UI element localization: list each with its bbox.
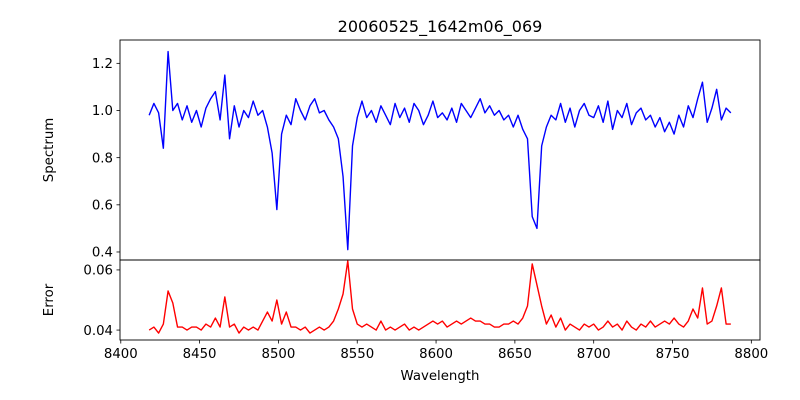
error-axes-frame [119, 259, 761, 341]
spectrum-panel: 0.4 0.6 0.8 1.0 1.2 [92, 39, 761, 261]
spectrum-y-tick-label: 0.8 [92, 151, 113, 166]
spectrum-y-tick-label: 1.0 [92, 104, 113, 119]
spectrum-y-tick-label: 1.2 [92, 57, 113, 72]
spectrum-line [148, 50, 732, 251]
error-panel: 0.04 0.06 8400 8450 8500 8550 8600 8650 8700 8750… [83, 259, 768, 362]
y-axis-label-spectrum: Spectrum [42, 118, 57, 182]
x-tick-label: 8800 [734, 347, 768, 362]
x-tick-label: 8700 [577, 347, 611, 362]
y-axis-label-error: Error [42, 283, 57, 316]
x-tick-label: 8500 [262, 347, 296, 362]
chart-title: 20060525_1642m06_069 [338, 17, 543, 37]
x-tick-label: 8450 [183, 347, 217, 362]
error-line [148, 260, 731, 334]
x-tick-label: 8650 [498, 347, 532, 362]
x-axis-label: Wavelength [401, 369, 480, 384]
x-tick-label: 8400 [104, 347, 138, 362]
x-tick-label: 8600 [419, 347, 453, 362]
error-y-tick-label: 0.04 [83, 324, 113, 339]
spectrum-y-tick-label: 0.4 [92, 246, 113, 261]
spectrum-y-tick-label: 0.6 [92, 199, 113, 214]
x-tick-label: 8750 [656, 347, 690, 362]
error-y-tick-label: 0.06 [83, 264, 113, 279]
x-tick-label: 8550 [340, 347, 374, 362]
